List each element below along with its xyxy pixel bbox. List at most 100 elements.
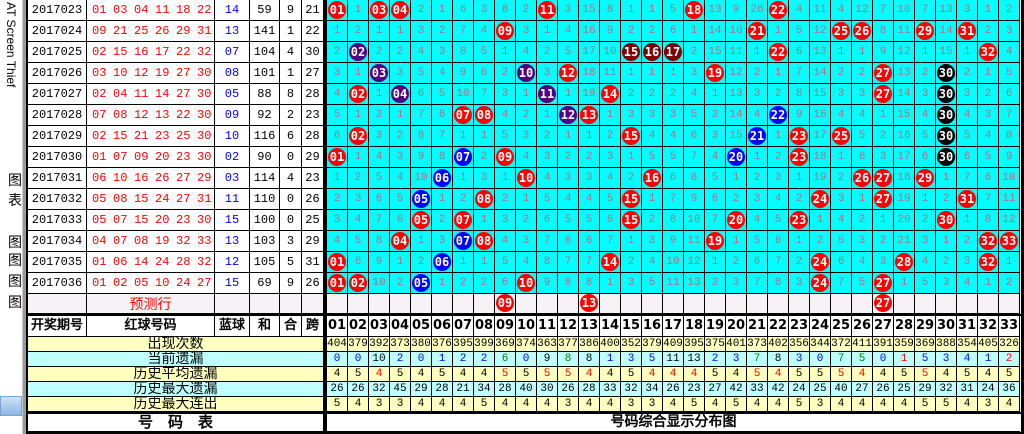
omission-cell: 4 [495,105,516,126]
stat-value: 30 [537,382,558,397]
header-number[interactable]: 02 [348,316,369,337]
header-number[interactable]: 25 [831,316,852,337]
predicted-ball[interactable]: 27 [874,294,892,312]
prediction-grid-cell[interactable] [915,294,936,314]
stat-value: 376 [432,337,453,352]
header-number[interactable]: 14 [600,316,621,337]
sidebar-item[interactable]: 图 [8,295,22,311]
header-number[interactable]: 04 [390,316,411,337]
prediction-grid-cell[interactable] [600,294,621,314]
header-number[interactable]: 10 [516,316,537,337]
omission-cell: 3 [768,168,789,189]
header-number[interactable]: 29 [915,316,936,337]
header-number[interactable]: 23 [789,316,810,337]
splitter-handle[interactable] [22,0,26,434]
prediction-grid-cell[interactable] [390,294,411,314]
prediction-grid-cell[interactable] [474,294,495,314]
prediction-grid-cell[interactable] [684,294,705,314]
sidebar-item[interactable]: 图 [8,274,22,290]
red-number: 30 [197,213,212,227]
prediction-grid-cell[interactable] [537,294,558,314]
prediction-grid-cell[interactable] [768,294,789,314]
omission-cell: 12 [999,210,1020,231]
prediction-grid-cell[interactable] [894,294,915,314]
header-number[interactable]: 13 [579,316,600,337]
header-number[interactable]: 33 [999,316,1020,337]
prediction-grid-cell[interactable]: 27 [873,294,894,314]
sidebar-item[interactable]: 图表 [8,173,22,209]
header-number[interactable]: 07 [453,316,474,337]
stat-value: 3 [978,397,999,412]
header-number[interactable]: 26 [852,316,873,337]
header-number[interactable]: 22 [768,316,789,337]
header-number[interactable]: 28 [894,316,915,337]
prediction-grid-cell[interactable] [747,294,768,314]
grid-cell: 22 [768,105,789,126]
prediction-grid-cell[interactable] [705,294,726,314]
header-number[interactable]: 27 [873,316,894,337]
sidebar-dropdown-button[interactable] [0,396,22,416]
predicted-ball[interactable]: 09 [496,294,514,312]
sidebar-item[interactable]: 图 [8,235,22,251]
prediction-grid-cell[interactable] [411,294,432,314]
prediction-grid-cell[interactable] [327,294,348,314]
prediction-grid-cell[interactable] [453,294,474,314]
drawn-ball: 03 [370,64,388,82]
header-number[interactable]: 18 [684,316,705,337]
prediction-grid-cell[interactable] [348,294,369,314]
header-number[interactable]: 31 [957,316,978,337]
stat-value: 32 [369,382,390,397]
prediction-grid-cell[interactable] [789,294,810,314]
header-number[interactable]: 21 [747,316,768,337]
header-number[interactable]: 16 [642,316,663,337]
prediction-grid-cell[interactable] [369,294,390,314]
prediction-grid-cell[interactable] [936,294,957,314]
header-number[interactable]: 15 [621,316,642,337]
sidebar-item[interactable]: 图 [8,253,22,269]
predicted-ball[interactable]: 13 [580,294,598,312]
header-number[interactable]: 08 [474,316,495,337]
omission-cell: 1 [915,189,936,210]
prediction-grid-cell[interactable] [558,294,579,314]
header-number[interactable]: 11 [537,316,558,337]
prediction-grid-cell[interactable] [852,294,873,314]
prediction-grid-cell[interactable]: 09 [495,294,516,314]
omission-cell: 1 [327,21,348,42]
omission-cell: 2 [516,0,537,21]
prediction-grid-cell[interactable] [726,294,747,314]
header-number[interactable]: 01 [327,316,348,337]
header-number[interactable]: 06 [432,316,453,337]
header-number[interactable]: 19 [705,316,726,337]
prediction-grid-cell[interactable] [978,294,999,314]
red-number: 08 [113,108,128,122]
omission-cell: 19 [579,84,600,105]
stat-value: 3 [621,397,642,412]
prediction-grid-cell[interactable] [663,294,684,314]
prediction-grid-cell[interactable] [642,294,663,314]
prediction-grid-cell[interactable] [810,294,831,314]
header-number[interactable]: 05 [411,316,432,337]
header-number[interactable]: 32 [978,316,999,337]
grid-cell: 22 [768,0,789,21]
header-number[interactable]: 03 [369,316,390,337]
prediction-grid-cell[interactable]: 13 [579,294,600,314]
prediction-grid-cell[interactable] [999,294,1020,314]
header-number[interactable]: 20 [726,316,747,337]
header-number[interactable]: 17 [663,316,684,337]
stat-value: 32 [936,382,957,397]
omission-cell: 5 [642,147,663,168]
prediction-grid-cell[interactable] [516,294,537,314]
header-number[interactable]: 09 [495,316,516,337]
prediction-grid-cell[interactable] [621,294,642,314]
omission-cell: 9 [600,21,621,42]
header-number[interactable]: 30 [936,316,957,337]
prediction-grid-cell[interactable] [831,294,852,314]
header-number[interactable]: 12 [558,316,579,337]
omission-cell: 3 [726,273,747,294]
omission-cell: 1 [621,0,642,21]
omission-cell: 3 [432,231,453,252]
header-number[interactable]: 24 [810,316,831,337]
prediction-grid-cell[interactable] [432,294,453,314]
prediction-grid-cell[interactable] [957,294,978,314]
he-cell: 0 [280,147,302,168]
